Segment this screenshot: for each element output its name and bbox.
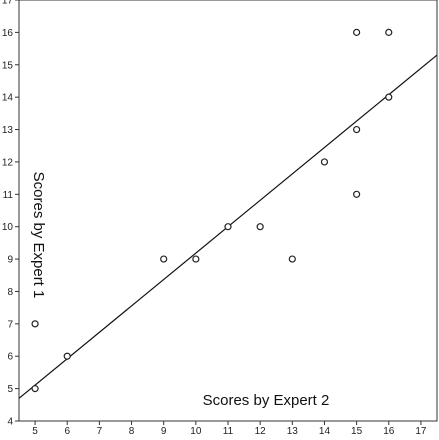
data-point (288, 255, 296, 263)
data-point (385, 28, 393, 36)
data-points (31, 28, 393, 393)
data-point (224, 223, 232, 231)
y-tick-label: 6 (7, 352, 13, 363)
plot-area (18, 0, 438, 422)
y-tick-label: 10 (2, 222, 14, 233)
data-point (256, 223, 264, 231)
x-axis-title: Scores by Expert 2 (203, 392, 330, 409)
y-tick-label: 7 (7, 319, 13, 330)
y-tick-label: 9 (7, 255, 13, 266)
y-axis-ticks: 4 5 6 7 8 9 10 11 12 13 14 15 16 17 (2, 0, 19, 428)
data-point (63, 352, 71, 360)
data-point (353, 190, 361, 198)
x-tick-label: 7 (97, 426, 103, 437)
y-tick-label: 12 (2, 157, 14, 168)
data-point (31, 385, 39, 393)
y-tick-label: 17 (2, 0, 14, 7)
x-tick-label: 9 (161, 426, 167, 437)
y-tick-label: 13 (2, 125, 14, 136)
x-tick-label: 16 (383, 426, 395, 437)
data-point (160, 255, 168, 263)
data-point (353, 28, 361, 36)
y-tick-label: 8 (7, 287, 13, 298)
y-tick-label: 4 (7, 417, 13, 428)
y-tick-label: 14 (2, 93, 14, 104)
x-tick-label: 6 (64, 426, 70, 437)
x-tick-label: 15 (351, 426, 363, 437)
x-tick-label: 5 (32, 426, 38, 437)
x-tick-label: 14 (319, 426, 331, 437)
x-tick-label: 17 (415, 426, 427, 437)
data-point (353, 125, 361, 134)
x-axis-ticks: 5 6 7 8 9 10 11 12 13 14 15 16 17 (32, 421, 427, 437)
x-tick-label: 12 (255, 426, 267, 437)
y-tick-label: 11 (3, 190, 14, 201)
y-tick-label: 15 (2, 60, 14, 71)
y-tick-label: 5 (7, 384, 13, 395)
y-axis-title: Scores by Expert 1 (30, 172, 47, 299)
y-tick-label: 16 (2, 28, 14, 39)
data-point (31, 320, 39, 328)
data-point (385, 93, 393, 101)
x-tick-label: 10 (190, 426, 202, 437)
x-tick-label: 8 (129, 426, 135, 437)
x-tick-label: 11 (223, 426, 234, 437)
x-tick-label: 13 (287, 426, 299, 437)
data-point (320, 158, 329, 166)
data-point (192, 255, 200, 263)
